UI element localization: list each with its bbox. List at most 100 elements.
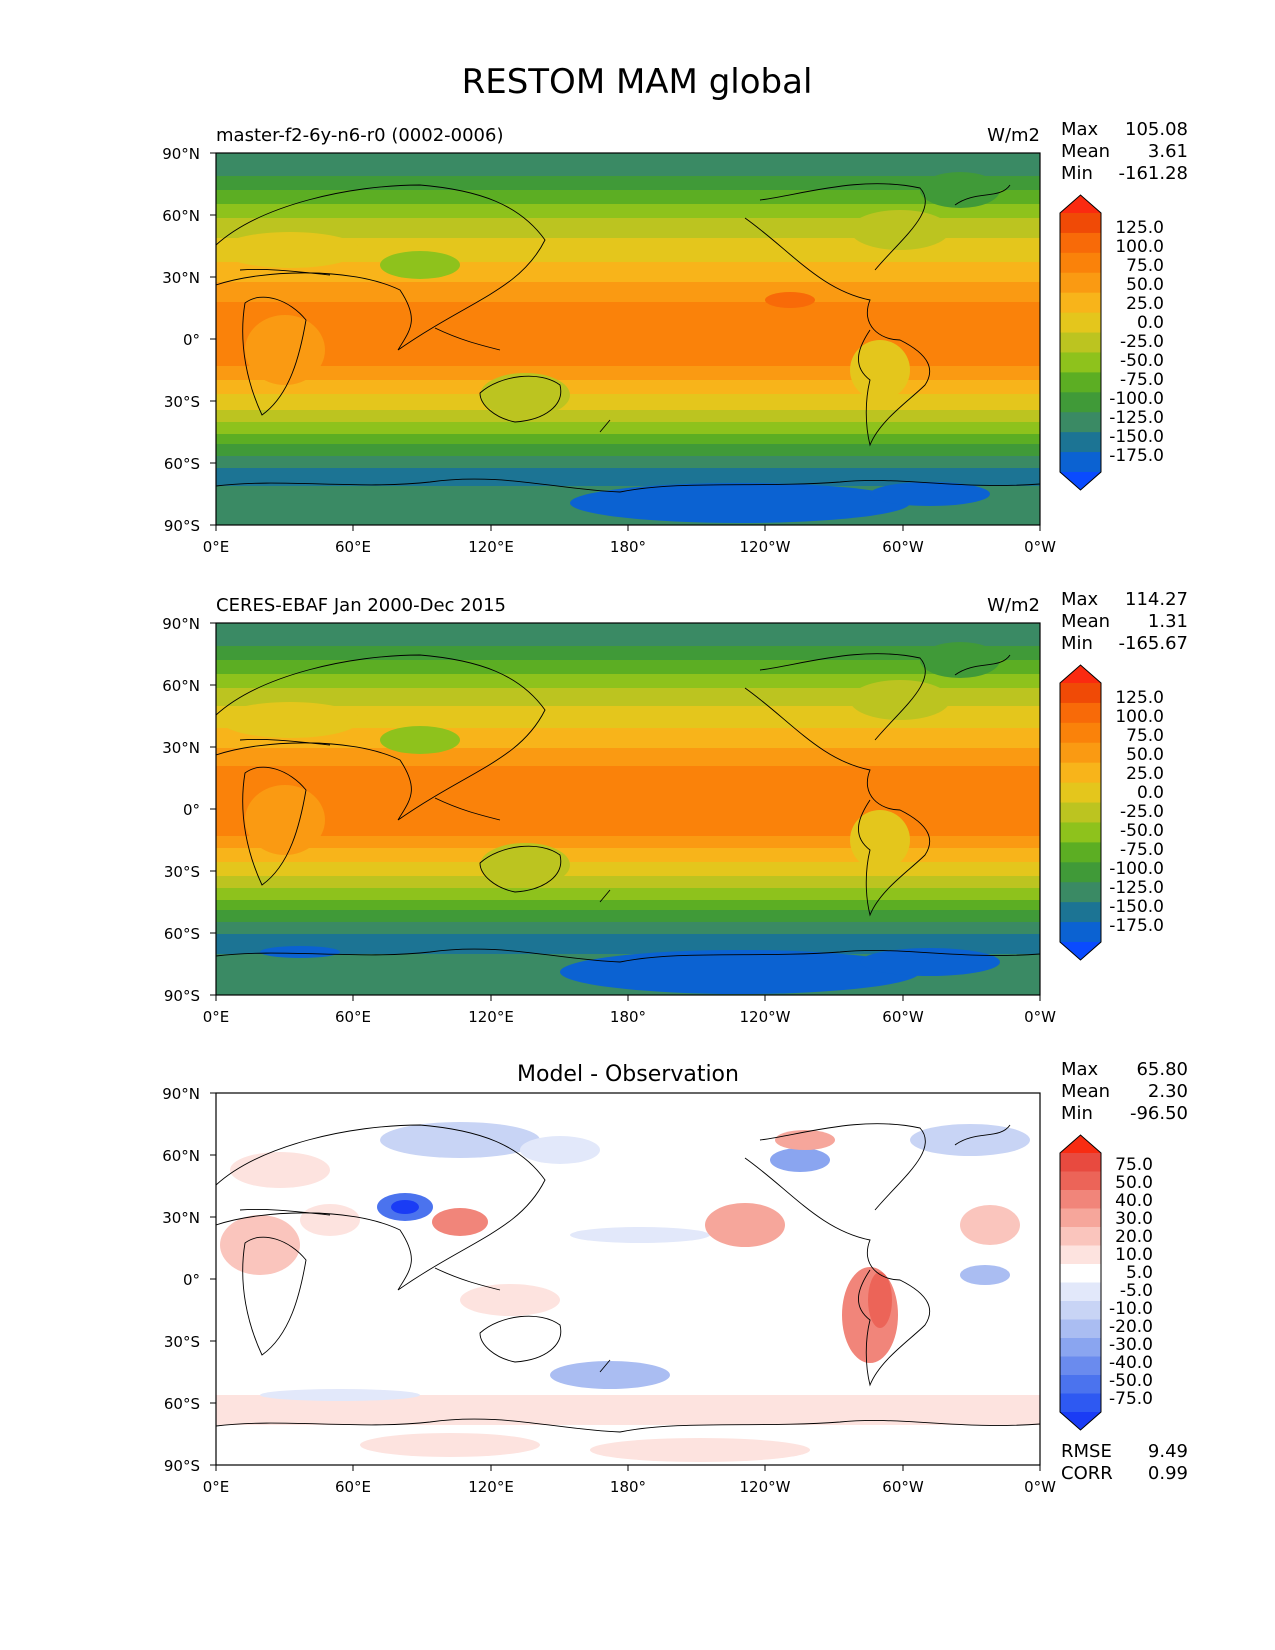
- colorbar-label: -75.0: [1120, 370, 1164, 390]
- stats-box: Max 65.80 Mean 2.30 Min -96.50: [1061, 1059, 1188, 1124]
- map-field-obs: [216, 623, 1040, 995]
- svg-text:30°N: 30°N: [162, 739, 200, 757]
- colorbar-segment: [1060, 1319, 1101, 1339]
- colorbar-label: -10.0: [1109, 1299, 1153, 1319]
- colorbar-segment: [1060, 922, 1101, 943]
- lon-tick: 180°: [610, 995, 646, 1026]
- lon-tick: 0°W: [1024, 525, 1056, 556]
- colorbar-outline: [1059, 664, 1102, 961]
- stat-value: -165.67: [1119, 633, 1188, 654]
- svg-text:60°E: 60°E: [335, 538, 371, 556]
- lat-tick: 90°S: [164, 1457, 216, 1475]
- stats-box: Max 105.08 Mean 3.61 Min -161.28: [1061, 119, 1188, 184]
- colorbar-segment: [1060, 392, 1101, 413]
- lat-tick: 60°S: [164, 925, 216, 943]
- stat-label: Max: [1061, 1059, 1099, 1080]
- rmse-label: RMSE: [1061, 1441, 1112, 1462]
- colorbar-segment: [1060, 902, 1101, 923]
- colorbar-segment: [1060, 1282, 1101, 1302]
- rmse-value: 9.49: [1148, 1441, 1188, 1462]
- lon-tick: 0°E: [203, 1465, 229, 1496]
- svg-text:120°W: 120°W: [740, 538, 791, 556]
- lat-tick: 90°S: [164, 517, 216, 535]
- lat-axis: 90°N 60°N 30°N 0° 30°S 60°S 90°S: [162, 615, 216, 1005]
- svg-text:30°S: 30°S: [164, 393, 200, 411]
- stat-label: Max: [1061, 589, 1099, 610]
- svg-text:60°W: 60°W: [882, 538, 924, 556]
- lat-tick: 0°: [183, 1271, 216, 1289]
- colorbar-extend-top: [1060, 195, 1101, 213]
- coastlines-model: [216, 183, 1040, 493]
- svg-text:30°S: 30°S: [164, 1333, 200, 1351]
- colorbar-label: -5.0: [1120, 1281, 1153, 1301]
- lat-tick: 60°S: [164, 1395, 216, 1413]
- colorbar-label: 100.0: [1115, 707, 1164, 727]
- lon-tick: 60°W: [882, 995, 924, 1026]
- lat-tick: 0°: [183, 801, 216, 819]
- lat-axis: 90°N 60°N 30°N 0° 30°S 60°S 90°S: [162, 1085, 216, 1475]
- colorbar-label: -50.0: [1120, 821, 1164, 841]
- colorbar-outline: [1059, 194, 1102, 491]
- colorbar-segment: [1060, 862, 1101, 883]
- stat-label: Min: [1061, 163, 1093, 184]
- rmse-corr-box: RMSE 9.49 CORR 0.99: [1061, 1441, 1188, 1484]
- colorbar-segment: [1060, 1171, 1101, 1191]
- svg-text:60°E: 60°E: [335, 1008, 371, 1026]
- stat-value: -96.50: [1130, 1103, 1188, 1124]
- panel-diff: Model - Observation: [162, 1059, 1188, 1496]
- colorbar-segment: [1060, 252, 1101, 274]
- colorbar-labels: 125.0 100.0 75.0 50.0 25.0 0.0 -25.0 -50…: [1109, 688, 1164, 936]
- lon-tick: 120°E: [468, 995, 514, 1026]
- lon-axis: 0°E 60°E 120°E 180° 120°W 60°W 0°W: [203, 995, 1056, 1026]
- colorbar-segment: [1060, 683, 1101, 704]
- svg-text:90°N: 90°N: [162, 1085, 200, 1103]
- lon-tick: 60°E: [335, 525, 371, 556]
- colorbar-label: 10.0: [1115, 1245, 1153, 1265]
- colorbar-label: -50.0: [1109, 1371, 1153, 1391]
- colorbar-label: -40.0: [1109, 1353, 1153, 1373]
- stat-label: Mean: [1061, 611, 1110, 632]
- colorbar-label: 0.0: [1137, 313, 1164, 333]
- colorbar-label: 125.0: [1115, 688, 1164, 708]
- colorbar-label: -30.0: [1109, 1335, 1153, 1355]
- lon-tick: 0°W: [1024, 995, 1056, 1026]
- lat-tick: 60°N: [162, 677, 216, 695]
- svg-text:90°S: 90°S: [164, 987, 200, 1005]
- stat-value: -161.28: [1119, 163, 1188, 184]
- colorbar-label: 40.0: [1115, 1191, 1153, 1211]
- panel-model: master-f2-6y-n6-r0 (0002-0006) W/m2: [162, 119, 1188, 556]
- colorbar-segment: [1060, 1356, 1101, 1376]
- svg-text:0°: 0°: [183, 801, 200, 819]
- stat-label: Min: [1061, 633, 1093, 654]
- colorbar-segment: [1060, 1338, 1101, 1358]
- colorbar-label: 75.0: [1126, 726, 1164, 746]
- panel-center-title: Model - Observation: [517, 1062, 739, 1087]
- colorbar-label: -100.0: [1109, 859, 1164, 879]
- colorbar: 125.0 100.0 75.0 50.0 25.0 0.0 -25.0 -50…: [1059, 194, 1164, 491]
- colorbar-segment: [1060, 232, 1101, 254]
- colorbar-segment: [1060, 1245, 1101, 1265]
- colorbar-label: -25.0: [1120, 802, 1164, 822]
- colorbar-extend-top: [1060, 665, 1101, 683]
- panel-obs: CERES-EBAF Jan 2000-Dec 2015 W/m2: [162, 589, 1188, 1026]
- colorbar-label: -50.0: [1120, 351, 1164, 371]
- svg-text:60°E: 60°E: [335, 1478, 371, 1496]
- svg-text:60°N: 60°N: [162, 677, 200, 695]
- colorbar-segment: [1060, 272, 1101, 294]
- lon-tick: 0°W: [1024, 1465, 1056, 1496]
- lon-tick: 120°W: [740, 1465, 791, 1496]
- colorbar-segment: [1060, 1375, 1101, 1395]
- lat-tick: 30°S: [164, 393, 216, 411]
- svg-text:60°W: 60°W: [882, 1478, 924, 1496]
- svg-text:30°N: 30°N: [162, 269, 200, 287]
- colorbar-segment: [1060, 702, 1101, 724]
- colorbar-label: 20.0: [1115, 1227, 1153, 1247]
- lat-tick: 90°N: [162, 145, 216, 163]
- lat-tick: 60°N: [162, 1147, 216, 1165]
- lon-tick: 180°: [610, 525, 646, 556]
- colorbar-segment: [1060, 213, 1101, 234]
- colorbar-extend-top: [1060, 1135, 1101, 1153]
- colorbar-segment: [1060, 802, 1101, 824]
- svg-text:120°W: 120°W: [740, 1478, 791, 1496]
- svg-text:120°W: 120°W: [740, 1008, 791, 1026]
